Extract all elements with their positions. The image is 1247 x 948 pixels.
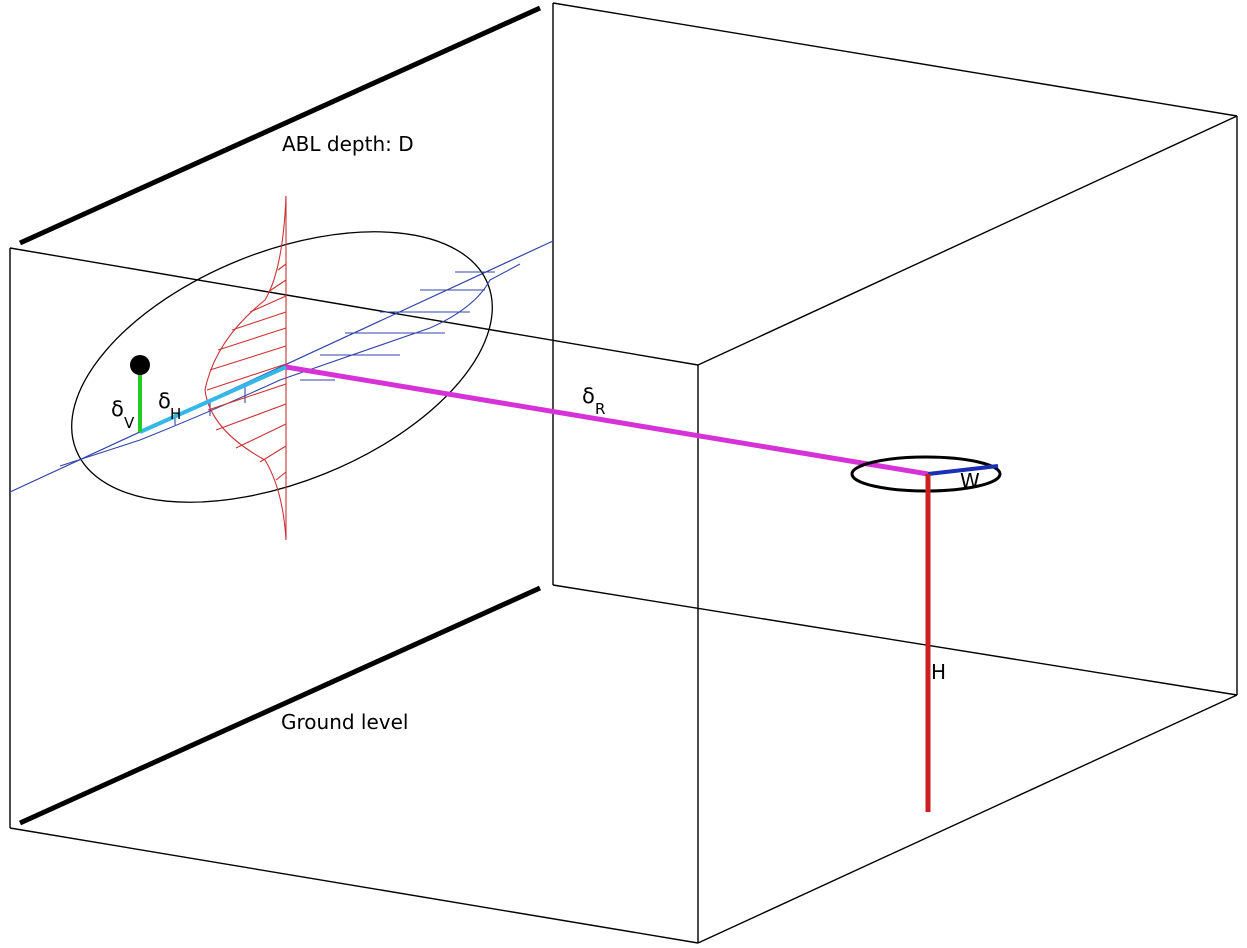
delta-r-label: δ R xyxy=(582,384,605,418)
vertical-gaussian-profile xyxy=(204,195,287,541)
abl-depth-label: ABL depth: D xyxy=(282,132,414,156)
box-edge xyxy=(552,584,1238,696)
vertical-hatch xyxy=(249,295,287,313)
vertical-hatch xyxy=(275,471,287,481)
vertical-profile-curve xyxy=(204,195,287,541)
delta-r-line xyxy=(285,364,929,477)
vertical-hatch xyxy=(206,363,287,391)
delta-v-subscript: V xyxy=(124,414,135,432)
horizontal-gaussian-profile xyxy=(59,263,521,467)
delta-v-symbol: δ xyxy=(111,397,124,421)
box-edge xyxy=(697,694,1238,944)
delta-h-label: δ H xyxy=(158,389,181,423)
ground-level-edge xyxy=(18,585,542,826)
delta-r-symbol: δ xyxy=(582,384,595,408)
h-label: H xyxy=(931,660,946,684)
delta-h-line xyxy=(139,365,287,434)
delta-r-subscript: R xyxy=(595,400,605,418)
horizontal-profile-curve xyxy=(59,263,521,467)
w-line xyxy=(927,464,999,476)
ground-level-label: Ground level xyxy=(281,710,408,734)
delta-h-symbol: δ xyxy=(158,389,171,413)
receptor-point xyxy=(130,355,150,375)
box-edge xyxy=(9,827,699,944)
vertical-hatch xyxy=(277,263,287,271)
box-edges xyxy=(9,2,1238,944)
horizontal-axis-line xyxy=(9,240,554,493)
delta-h-subscript: H xyxy=(170,405,181,423)
vertical-hatch xyxy=(217,327,287,351)
vertical-hatch xyxy=(215,403,287,431)
box-edge xyxy=(697,115,1238,366)
vertical-hatch xyxy=(267,279,287,293)
vertical-hatch xyxy=(259,445,287,463)
vertical-hatch xyxy=(207,383,287,411)
vertical-hatch xyxy=(209,345,287,371)
delta-v-label: δ V xyxy=(111,397,135,432)
vertical-hatch xyxy=(235,423,287,449)
box-edge xyxy=(552,2,1238,117)
abl-depth-edge xyxy=(18,5,542,246)
w-label: W xyxy=(960,469,980,493)
box-edge xyxy=(9,247,699,366)
vertical-hatch xyxy=(231,311,287,331)
